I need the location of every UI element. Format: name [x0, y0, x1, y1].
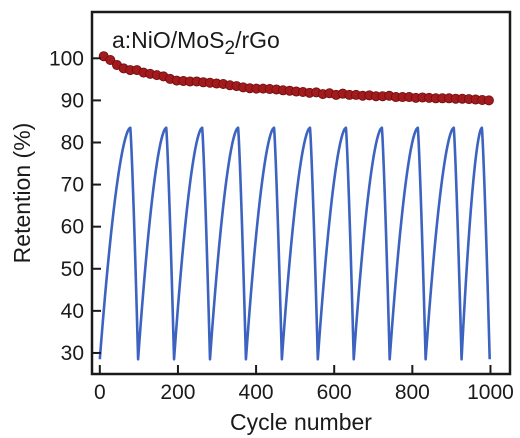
- x-tick-label: 600: [317, 381, 352, 404]
- x-tick-label: 0: [94, 381, 106, 404]
- x-tick-label: 800: [395, 381, 430, 404]
- y-tick-label: 30: [61, 342, 84, 365]
- x-axis-label: Cycle number: [230, 409, 372, 435]
- y-tick-label: 50: [61, 258, 84, 281]
- y-tick-label: 90: [61, 89, 84, 112]
- x-tick-label: 1000: [467, 381, 514, 404]
- plot-area: [98, 51, 494, 361]
- x-tick-label: 200: [160, 381, 195, 404]
- retention-point: [105, 54, 116, 65]
- y-tick-label: 40: [61, 300, 84, 323]
- y-tick-label: 100: [49, 47, 84, 70]
- y-axis-label: Retention (%): [9, 123, 35, 264]
- y-tick-label: 70: [61, 174, 84, 197]
- x-tick-label: 400: [239, 381, 274, 404]
- y-tick-label: 60: [61, 216, 84, 239]
- chart-title: a:NiO/MoS2/rGo: [112, 27, 280, 59]
- cycling-curve-line: [98, 126, 491, 361]
- y-tick-label: 80: [61, 131, 84, 154]
- retention-point: [483, 95, 494, 106]
- axes-frame: [90, 10, 512, 376]
